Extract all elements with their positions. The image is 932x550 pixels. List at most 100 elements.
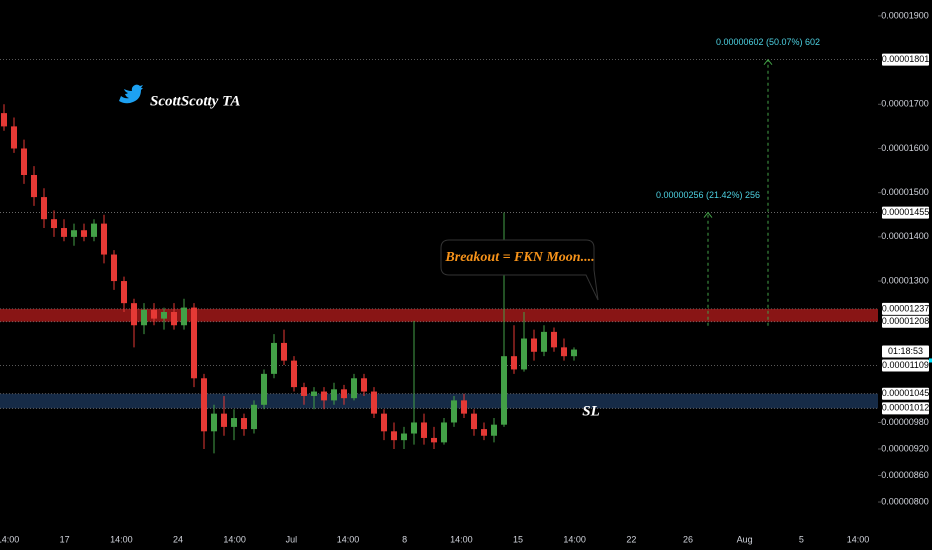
candle-body xyxy=(181,307,187,326)
candle-body xyxy=(501,356,507,425)
x-tick-label: 5 xyxy=(799,534,804,544)
candle-body xyxy=(171,311,177,326)
candle-body xyxy=(461,400,467,414)
callout-box xyxy=(440,239,599,301)
candle-body xyxy=(521,338,527,370)
candle-body xyxy=(441,422,447,443)
y-tick-label: 0.00001500 xyxy=(881,187,929,197)
candle-body xyxy=(121,281,127,304)
x-tick-label: 14:00 xyxy=(337,534,360,544)
candle-body xyxy=(531,338,537,352)
price-label: 0.00001045 xyxy=(882,388,930,398)
candle-body xyxy=(241,418,247,430)
candle-body xyxy=(21,148,27,175)
y-tick-label: 0.00000920 xyxy=(881,443,929,453)
measure-arrow xyxy=(703,211,713,218)
price-label-box xyxy=(882,315,929,328)
candle-body xyxy=(51,219,57,229)
candle-body xyxy=(131,303,137,326)
candle-body xyxy=(211,413,217,432)
countdown: 01:18:53 xyxy=(888,346,923,356)
candle-body xyxy=(321,391,327,401)
x-tick-label: 26 xyxy=(683,534,693,544)
candle-body xyxy=(571,349,577,357)
candle-body xyxy=(421,422,427,438)
callout-text: Breakout = FKN Moon.... xyxy=(444,250,594,265)
candle-body xyxy=(311,391,317,396)
measure-arrow xyxy=(763,58,773,65)
price-label: 0.00001237 xyxy=(882,303,930,313)
x-tick-label: 14:00 xyxy=(223,534,246,544)
y-tick-label: 0.00001300 xyxy=(881,275,929,285)
x-tick-label: 22 xyxy=(626,534,636,544)
x-tick-label: 14:00 xyxy=(450,534,473,544)
y-tick-label: 0.00000860 xyxy=(881,470,929,480)
candle-body xyxy=(491,424,497,436)
price-label-box xyxy=(882,359,929,372)
current-price-marker xyxy=(929,358,932,363)
watermark: ScottScotty TA xyxy=(150,93,240,109)
x-tick-label: 14:00 xyxy=(110,534,133,544)
y-tick-label: 0.00001400 xyxy=(881,231,929,241)
candle-body xyxy=(281,342,287,361)
price-label: 0.00001801 xyxy=(882,54,930,64)
sl-label: SL xyxy=(582,403,600,419)
candle-body xyxy=(61,228,67,237)
countdown-box xyxy=(882,345,929,358)
y-tick-label: 0.00001700 xyxy=(881,99,929,109)
candle-body xyxy=(111,254,117,282)
price-label: 0.00001109 xyxy=(882,360,929,370)
price-label-box xyxy=(882,402,929,415)
candle-body xyxy=(151,309,157,319)
x-tick-label: 8 xyxy=(402,534,407,544)
candle-body xyxy=(71,230,77,237)
axis-bg xyxy=(878,0,932,550)
price-label-box xyxy=(882,387,929,400)
price-label: 0.00001208 xyxy=(882,316,930,326)
price-label-box xyxy=(882,206,929,219)
candle-body xyxy=(31,175,37,198)
candle-body xyxy=(161,311,167,319)
measure-label: 0.00000256 (21.42%) 256 xyxy=(656,190,760,200)
candle-body xyxy=(451,400,457,423)
candle-body xyxy=(431,437,437,443)
x-tick-label: 14:00 xyxy=(563,534,586,544)
candle-body xyxy=(231,418,237,427)
x-tick-label: Jul xyxy=(286,534,298,544)
candle-body xyxy=(391,431,397,441)
candle-body xyxy=(551,331,557,348)
zone xyxy=(0,308,878,322)
x-tick-label: 14:00 xyxy=(0,534,19,544)
candle-body xyxy=(81,230,87,237)
candle-body xyxy=(251,404,257,430)
zone xyxy=(0,393,878,409)
y-tick-label: 0.00000800 xyxy=(881,496,929,506)
candle-body xyxy=(481,429,487,436)
candle-body xyxy=(191,307,197,379)
candle-body xyxy=(381,413,387,432)
candle-body xyxy=(361,378,367,392)
candle-body xyxy=(511,356,517,370)
x-tick-label: 15 xyxy=(513,534,523,544)
candle-body xyxy=(271,342,277,374)
candle-body xyxy=(351,378,357,399)
candle-body xyxy=(291,360,297,388)
price-label: 0.00001455 xyxy=(882,207,930,217)
candle-body xyxy=(411,422,417,434)
twitter-icon xyxy=(119,84,143,104)
candle-body xyxy=(401,433,407,441)
candle-body xyxy=(91,223,97,237)
x-tick-label: 14:00 xyxy=(847,534,870,544)
candle-body xyxy=(471,413,477,430)
candle-body xyxy=(341,389,347,399)
x-tick-label: 17 xyxy=(60,534,70,544)
x-tick-label: Aug xyxy=(737,534,753,544)
y-tick-label: 0.00000980 xyxy=(881,417,929,427)
x-tick-label: 24 xyxy=(173,534,183,544)
measure-label: 0.00000602 (50.07%) 602 xyxy=(716,37,820,47)
candle-body xyxy=(101,223,107,255)
y-tick-label: 0.00001900 xyxy=(881,10,929,20)
price-label-box xyxy=(882,53,929,66)
candle-body xyxy=(41,197,47,220)
